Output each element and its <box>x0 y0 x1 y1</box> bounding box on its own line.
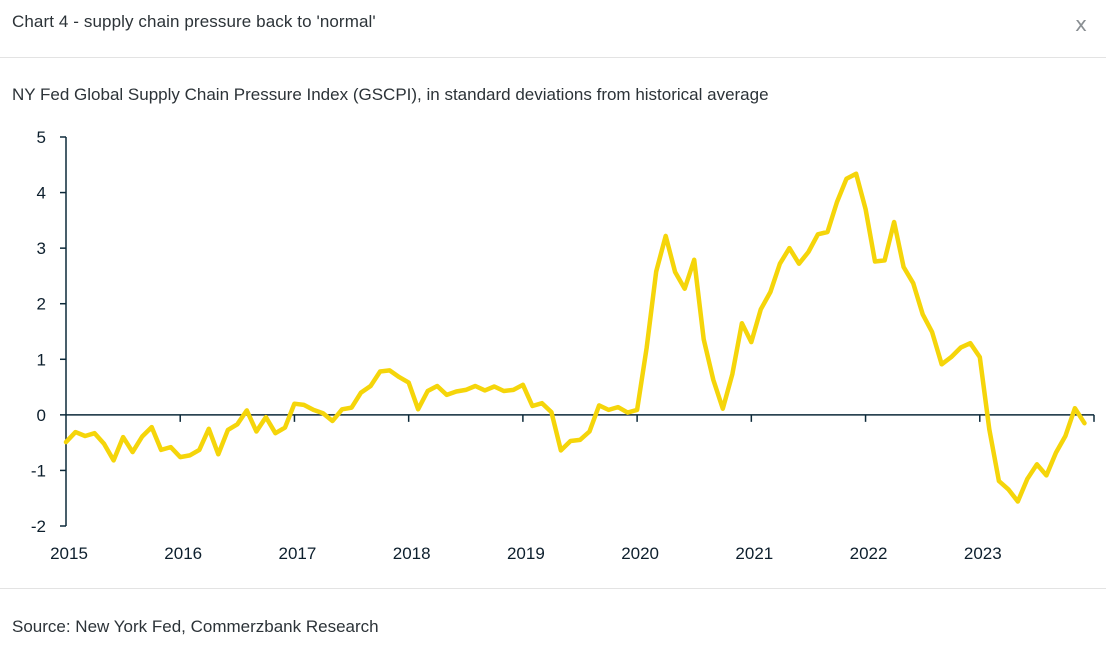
x-tick-label: 2021 <box>735 544 773 563</box>
x-tick-label: 2016 <box>164 544 202 563</box>
chart-title: Chart 4 - supply chain pressure back to … <box>12 12 376 31</box>
y-tick-label: -1 <box>31 461 46 480</box>
y-tick-label: 3 <box>37 239 46 258</box>
x-axis: 2015 2016 2017 2018 2019 2020 2021 2022 2023 <box>50 414 1095 563</box>
x-tick-label: 2023 <box>964 544 1002 563</box>
chart-subtitle: NY Fed Global Supply Chain Pressure Inde… <box>12 85 769 104</box>
x-tick-label: 2019 <box>507 544 545 563</box>
footer-divider <box>0 588 1106 589</box>
y-tick-label: 2 <box>37 295 46 314</box>
y-tick-label: 1 <box>37 350 46 369</box>
x-tick-label: 2018 <box>393 544 431 563</box>
y-axis: -2 -1 0 1 2 3 4 5 <box>31 128 67 536</box>
x-tick-label: 2020 <box>621 544 659 563</box>
source-note: Source: New York Fed, Commerzbank Resear… <box>12 617 379 636</box>
y-tick-label: 4 <box>37 184 46 203</box>
series-group <box>63 171 1087 504</box>
x-tick-label: 2022 <box>850 544 888 563</box>
series-line-gscpi <box>63 171 1087 504</box>
y-tick-label: -2 <box>31 517 46 536</box>
x-tick-label: 2015 <box>50 544 88 563</box>
x-tick-label: 2017 <box>279 544 317 563</box>
y-tick-label: 0 <box>37 406 46 425</box>
chart-header: Chart 4 - supply chain pressure back to … <box>0 0 1106 58</box>
y-tick-label: 5 <box>37 128 46 147</box>
close-button[interactable]: x <box>1075 12 1087 36</box>
